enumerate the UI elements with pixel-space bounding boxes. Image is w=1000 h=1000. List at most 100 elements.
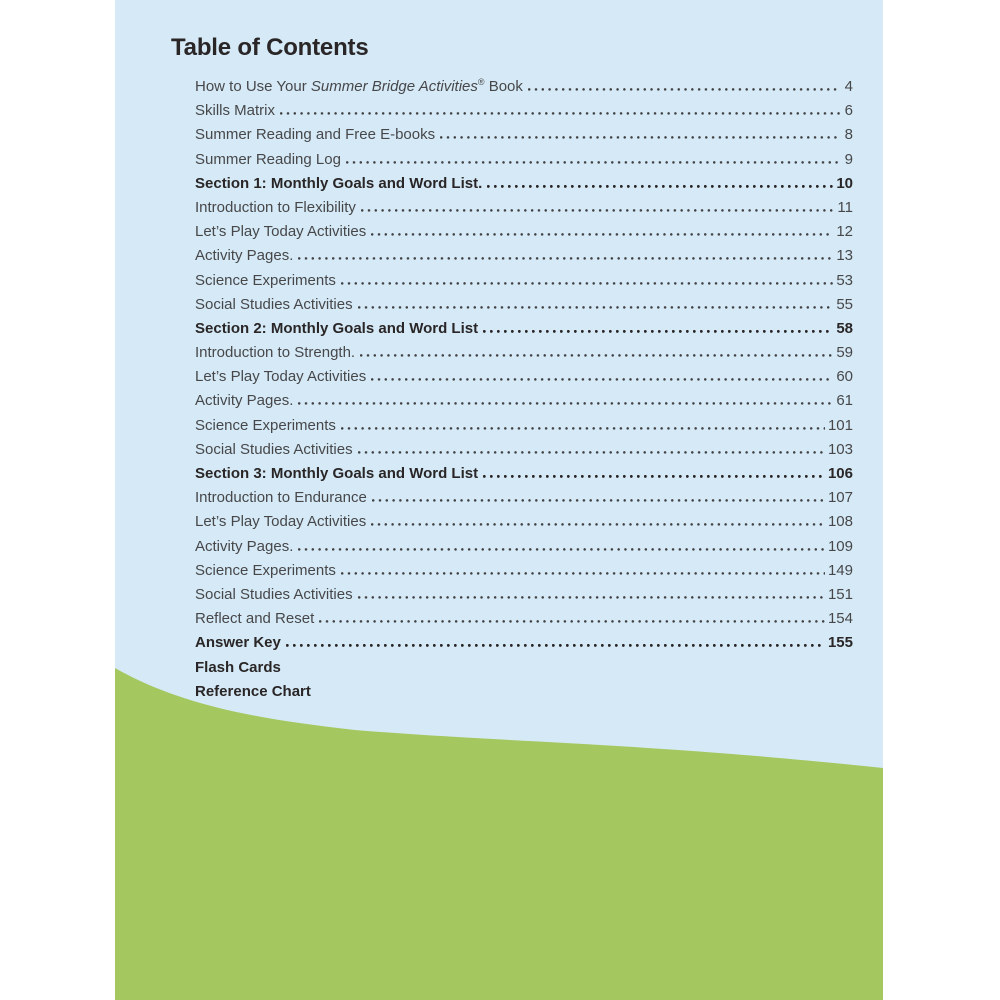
toc-row-section-heading: Section 2: Monthly Goals and Word List 5… xyxy=(195,317,853,341)
toc-row: Let’s Play Today Activities 12 xyxy=(195,220,853,244)
dot-leader xyxy=(357,595,825,599)
page-number: 109 xyxy=(827,537,853,555)
toc-row: Activity Pages. 61 xyxy=(195,389,853,413)
label-text: Book xyxy=(484,78,523,95)
toc-row-section-heading: Answer Key 155 xyxy=(195,631,853,655)
page-number: 59 xyxy=(836,344,853,362)
page-number: 10 xyxy=(836,174,853,192)
page-number: 103 xyxy=(827,440,853,458)
dot-leader xyxy=(340,426,825,430)
toc-entry-label: Activity Pages. xyxy=(195,392,294,410)
dot-leader xyxy=(298,257,834,261)
page-number: 9 xyxy=(844,150,853,168)
toc-entry-label: Science Experiments xyxy=(195,271,336,289)
toc-row: Introduction to Flexibility 11 xyxy=(195,196,853,220)
page-number: 154 xyxy=(827,610,853,628)
dot-leader xyxy=(371,378,834,382)
green-wave-path xyxy=(115,668,883,1000)
dot-leader xyxy=(298,402,834,406)
toc-row: Science Experiments 53 xyxy=(195,269,853,293)
toc-entry-label: Introduction to Flexibility xyxy=(195,198,356,216)
page-number: 61 xyxy=(836,392,853,410)
dot-leader xyxy=(340,571,825,575)
toc-entry-label: Social Studies Activities xyxy=(195,585,353,603)
page-number: 12 xyxy=(836,223,853,241)
page-number: 58 xyxy=(836,319,853,337)
toc-entry-label: Let’s Play Today Activities xyxy=(195,223,367,241)
dot-leader xyxy=(483,329,834,333)
dot-leader xyxy=(360,208,835,212)
dot-leader xyxy=(440,136,840,140)
toc-row: Reflect and Reset 154 xyxy=(195,607,853,631)
dot-leader xyxy=(371,499,825,503)
dot-leader xyxy=(345,160,840,164)
toc-row: Skills Matrix 6 xyxy=(195,99,853,123)
toc-entry-label: Activity Pages. xyxy=(195,537,294,555)
toc-entry-label: Let’s Play Today Activities xyxy=(195,368,367,386)
toc-row-section-heading: Flash Cards xyxy=(195,656,853,680)
toc-row: Social Studies Activities 55 xyxy=(195,293,853,317)
toc-entry-label: Introduction to Endurance xyxy=(195,489,367,507)
dot-leader xyxy=(371,233,834,237)
toc-entry-label: Social Studies Activities xyxy=(195,295,353,313)
toc-entry-label: Section 1: Monthly Goals and Word List. xyxy=(195,174,483,192)
page-number: 53 xyxy=(836,271,853,289)
dot-leader xyxy=(340,281,834,285)
page-number: 55 xyxy=(836,295,853,313)
toc-row: Introduction to Strength. 59 xyxy=(195,341,853,365)
page-number: 107 xyxy=(827,489,853,507)
page-number: 106 xyxy=(827,465,853,482)
page-number: 8 xyxy=(844,126,853,144)
page-title: Table of Contents xyxy=(171,34,369,61)
dot-leader xyxy=(280,112,840,116)
toc-entry-label: Social Studies Activities xyxy=(195,440,353,458)
toc-row: Let’s Play Today Activities 108 xyxy=(195,510,853,534)
toc-entry-label: Activity Pages. xyxy=(195,247,294,265)
page-number: 155 xyxy=(827,634,853,652)
page-number: 151 xyxy=(827,585,853,603)
label-text: How to Use Your xyxy=(195,78,311,95)
toc-entry-label: Flash Cards xyxy=(195,658,281,676)
toc-row: Science Experiments 101 xyxy=(195,414,853,438)
toc-entry-label: How to Use Your Summer Bridge Activities… xyxy=(195,75,523,99)
toc-row: Activity Pages. 109 xyxy=(195,535,853,559)
registered-mark: ® xyxy=(477,77,485,87)
toc-entry-label: Science Experiments xyxy=(195,416,336,434)
toc-entry-label: Science Experiments xyxy=(195,561,336,579)
dot-leader xyxy=(357,450,825,454)
toc-row: Science Experiments 149 xyxy=(195,559,853,583)
toc-row: Summer Reading Log 9 xyxy=(195,148,853,172)
dot-leader xyxy=(483,475,825,478)
toc-row: Introduction to Endurance 107 xyxy=(195,486,853,510)
toc-row: Let’s Play Today Activities 60 xyxy=(195,365,853,389)
toc-entry-label: Skills Matrix xyxy=(195,102,276,120)
toc-entry-label: Summer Reading Log xyxy=(195,150,341,168)
toc-row: How to Use Your Summer Bridge Activities… xyxy=(195,75,853,99)
toc-row-section-heading: Section 3: Monthly Goals and Word List 1… xyxy=(195,462,853,486)
toc-entry-label: Reference Chart xyxy=(195,682,311,700)
toc-entry-label: Summer Reading and Free E-books xyxy=(195,126,436,144)
dot-leader xyxy=(298,547,825,551)
toc-row: Social Studies Activities 151 xyxy=(195,583,853,607)
toc-row-section-heading: Section 1: Monthly Goals and Word List. … xyxy=(195,172,853,196)
dot-leader xyxy=(285,644,825,648)
toc-entry-label: Section 2: Monthly Goals and Word List xyxy=(195,319,479,337)
toc-entry-label: Let’s Play Today Activities xyxy=(195,513,367,531)
dot-leader xyxy=(357,305,834,309)
page-number: 11 xyxy=(837,198,853,216)
toc-entry-label: Section 3: Monthly Goals and Word List xyxy=(195,465,479,482)
dot-leader xyxy=(527,88,840,91)
page-number: 101 xyxy=(827,416,853,434)
toc-row: Activity Pages. 13 xyxy=(195,244,853,268)
page-number: 4 xyxy=(844,78,853,95)
book-page: Table of Contents How to Use Your Summer… xyxy=(115,0,883,1000)
toc-entry-label: Reflect and Reset xyxy=(195,610,315,628)
page-number: 149 xyxy=(827,561,853,579)
page-number: 6 xyxy=(844,102,853,120)
table-of-contents: How to Use Your Summer Bridge Activities… xyxy=(195,75,853,704)
toc-row: Social Studies Activities 103 xyxy=(195,438,853,462)
page-number: 60 xyxy=(836,368,853,386)
toc-row: Summer Reading and Free E-books 8 xyxy=(195,123,853,147)
page-number: 108 xyxy=(827,513,853,531)
toc-entry-label: Introduction to Strength. xyxy=(195,344,356,362)
